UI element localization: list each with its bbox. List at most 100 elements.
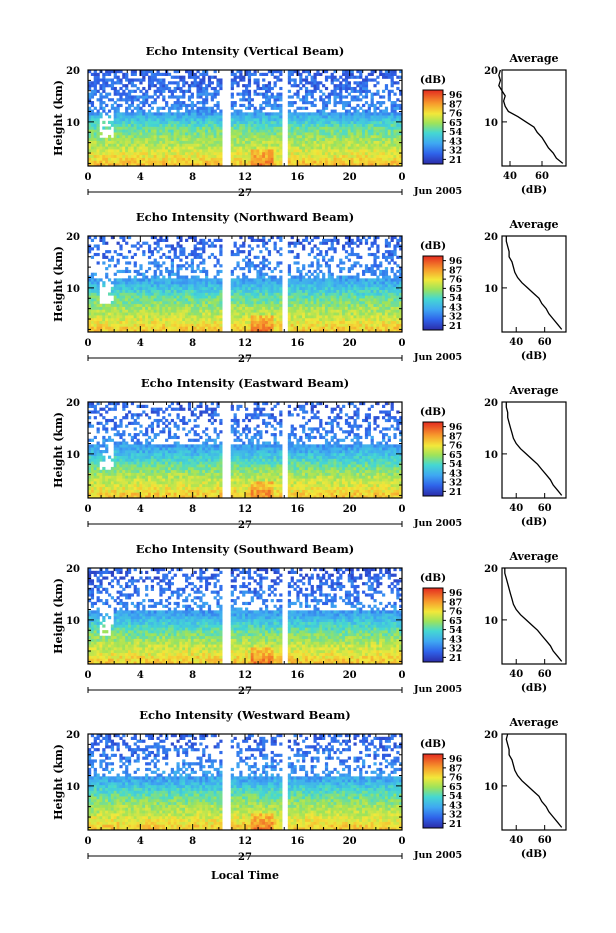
heatmap-cell (256, 132, 259, 135)
heatmap-cell (157, 146, 160, 149)
heatmap-cell (388, 318, 391, 321)
heatmap-cell (214, 158, 217, 161)
heatmap-cell (276, 298, 279, 301)
heatmap-cell (248, 312, 251, 315)
heatmap-cell (316, 155, 319, 158)
heatmap-cell (148, 301, 151, 304)
heatmap-cell (91, 95, 94, 98)
heatmap-cell (393, 304, 396, 307)
heatmap-cell (182, 295, 185, 298)
heatmap-cell (242, 298, 245, 301)
heatmap-cell (157, 301, 160, 304)
heatmap-cell (276, 287, 279, 290)
heatmap-cell (165, 101, 168, 104)
heatmap-cell (202, 278, 205, 281)
heatmap-cell (371, 73, 374, 76)
heatmap-cell (231, 309, 234, 312)
heatmap-cell (251, 98, 254, 101)
heatmap-cell (188, 307, 191, 310)
heatmap-cell (162, 155, 165, 158)
heatmap-cell (245, 118, 248, 121)
heatmap-cell (248, 124, 251, 127)
heatmap-cell (251, 309, 254, 312)
heatmap-cell (265, 281, 268, 284)
heatmap-cell (259, 126, 262, 129)
heatmap-cell (205, 143, 208, 146)
heatmap-cell (385, 284, 388, 287)
heatmap-cell (316, 141, 319, 144)
heatmap-cell (196, 126, 199, 129)
heatmap-cell (205, 276, 208, 279)
heatmap-cell (254, 318, 257, 321)
heatmap-cell (154, 141, 157, 144)
heatmap-cell (179, 276, 182, 279)
heatmap-cell (191, 112, 194, 115)
heatmap-cell (259, 129, 262, 132)
heatmap-cell (202, 112, 205, 115)
heatmap-cell (148, 118, 151, 121)
heatmap-cell (142, 292, 145, 295)
heatmap-cell (154, 149, 157, 152)
heatmap-cell (251, 326, 254, 329)
heatmap-cell (176, 321, 179, 324)
heatmap-cell (97, 98, 100, 101)
heatmap-cell (231, 141, 234, 144)
heatmap-cell (305, 309, 308, 312)
heatmap-cell (385, 295, 388, 298)
heatmap-cell (265, 129, 268, 132)
heatmap-cell (117, 138, 120, 141)
heatmap-cell (168, 73, 171, 76)
heatmap-cell (174, 298, 177, 301)
heatmap-cell (131, 152, 134, 155)
heatmap-cell (276, 143, 279, 146)
heatmap-cell (131, 278, 134, 281)
heatmap-cell (191, 298, 194, 301)
heatmap-cell (268, 121, 271, 124)
heatmap-cell (231, 126, 234, 129)
heatmap-cell (393, 315, 396, 318)
heatmap-cell (142, 78, 145, 81)
heatmap-cell (162, 158, 165, 161)
heatmap-cell (128, 309, 131, 312)
heatmap-cell (154, 143, 157, 146)
heatmap-cell (342, 324, 345, 327)
heatmap-cell (242, 95, 245, 98)
heatmap-cell (291, 326, 294, 329)
heatmap-cell (342, 104, 345, 107)
heatmap-cell (139, 110, 142, 113)
heatmap-cell (396, 284, 399, 287)
heatmap-cell (291, 292, 294, 295)
heatmap-cell (311, 295, 314, 298)
heatmap-cell (373, 155, 376, 158)
heatmap-cell (174, 146, 177, 149)
heatmap-cell (331, 126, 334, 129)
heatmap-cell (325, 76, 328, 79)
heatmap-cell (348, 124, 351, 127)
heatmap-cell (91, 276, 94, 279)
heatmap-cell (391, 73, 394, 76)
heatmap-cell (254, 321, 257, 324)
heatmap-cell (239, 115, 242, 118)
heatmap-cell (271, 112, 274, 115)
heatmap-cell (234, 309, 237, 312)
heatmap-cell (185, 112, 188, 115)
heatmap-cell (154, 115, 157, 118)
heatmap-cell (108, 143, 111, 146)
heatmap-cell (122, 318, 125, 321)
heatmap-cell (356, 132, 359, 135)
heatmap-cell (254, 118, 257, 121)
heatmap-cell (134, 138, 137, 141)
heatmap-cell (199, 124, 202, 127)
heatmap-cell (134, 298, 137, 301)
heatmap-cell (125, 112, 128, 115)
heatmap-cell (117, 112, 120, 115)
heatmap-cell (179, 321, 182, 324)
heatmap-cell (128, 298, 131, 301)
heatmap-cell (128, 78, 131, 81)
heatmap-cell (328, 155, 331, 158)
heatmap-cell (248, 93, 251, 96)
heatmap-cell (294, 281, 297, 284)
heatmap-cell (333, 138, 336, 141)
heatmap-cell (294, 326, 297, 329)
heatmap-cell (256, 321, 259, 324)
